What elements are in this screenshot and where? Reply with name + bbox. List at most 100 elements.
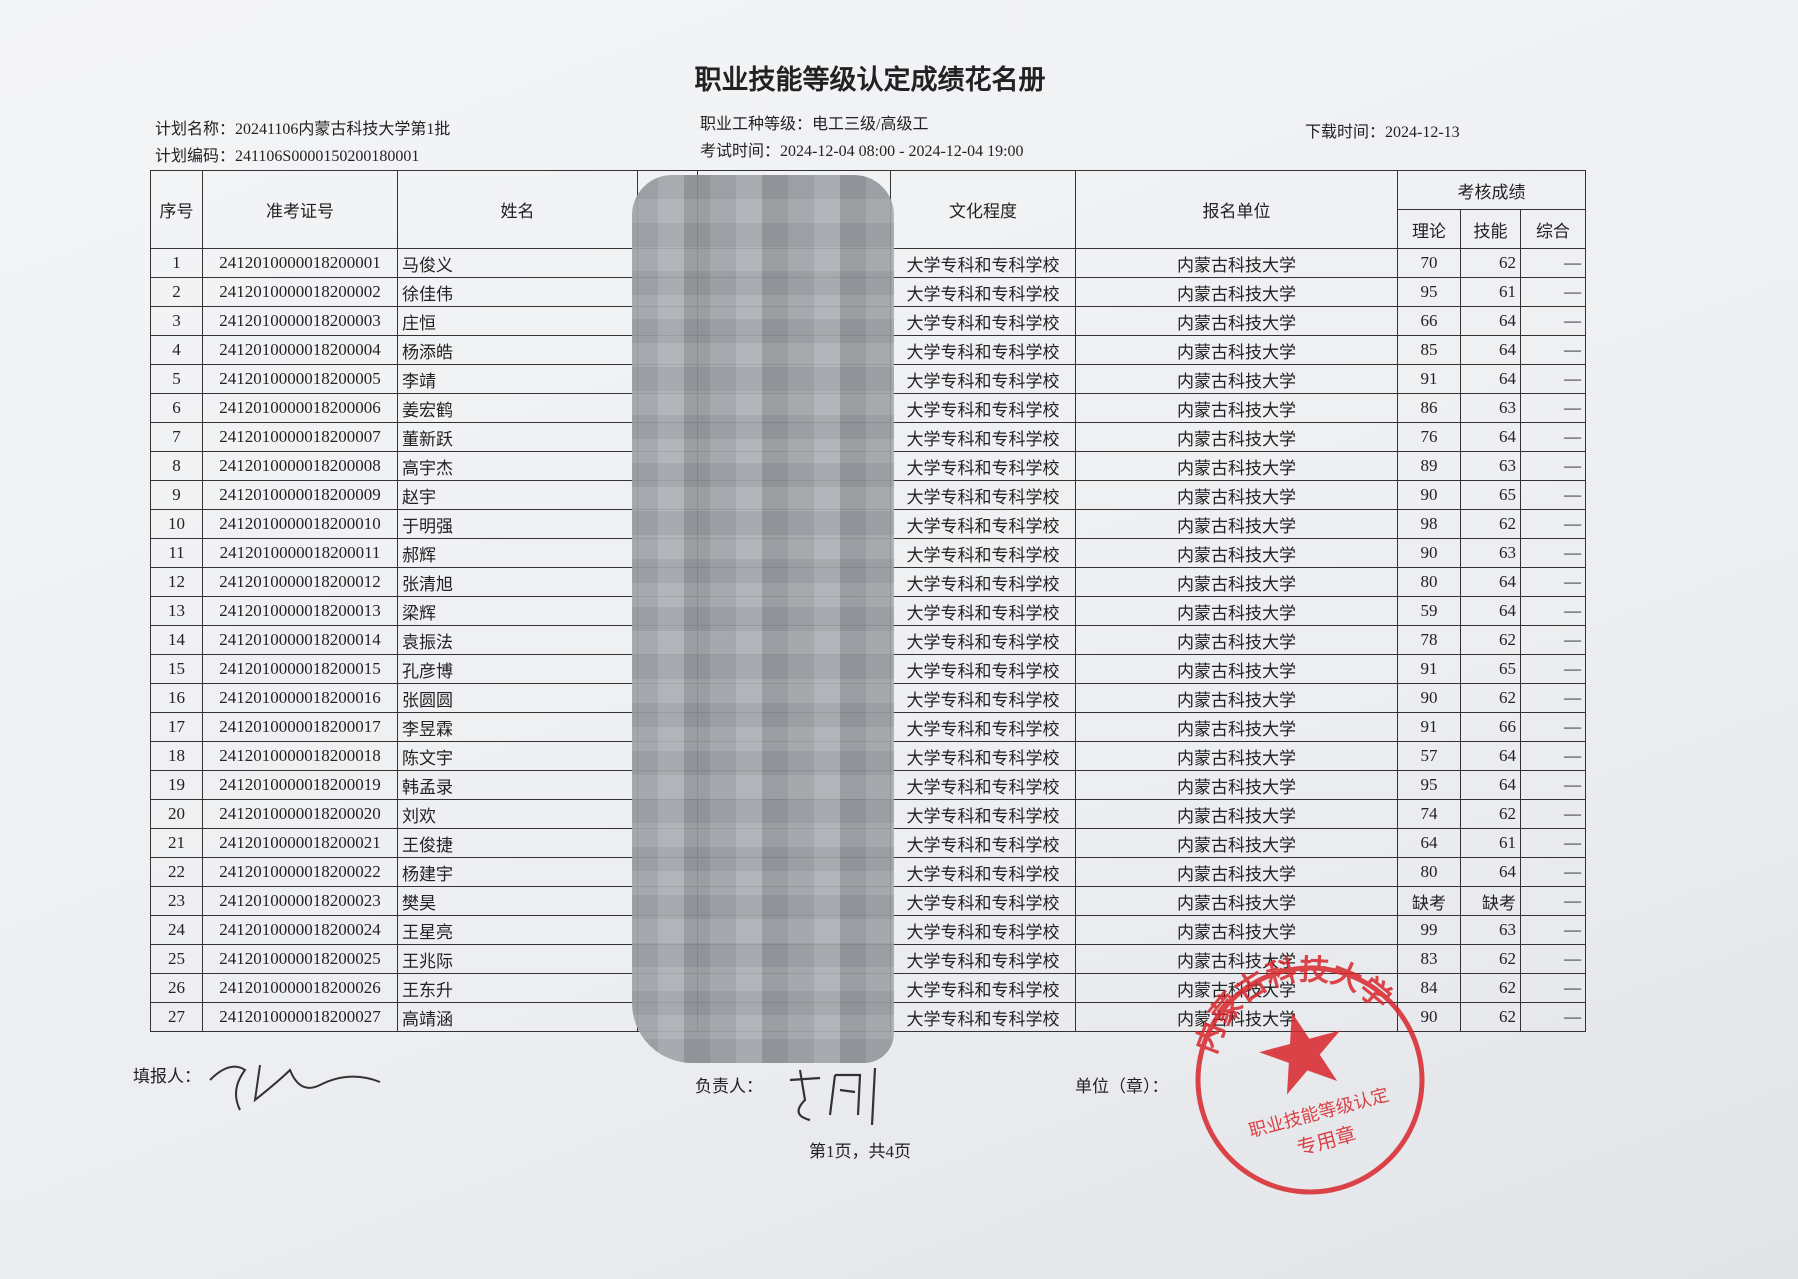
table-cell: 2412010000018200007 — [202, 422, 398, 452]
table-cell: 于明强 — [397, 509, 638, 539]
value: 20241106内蒙古科技大学第1批 — [235, 121, 451, 138]
table-cell: 27 — [150, 1002, 203, 1032]
table-cell: 内蒙古科技大学 — [1075, 248, 1398, 278]
table-cell: 62 — [1460, 683, 1521, 713]
table-cell: 1 — [150, 248, 203, 278]
table-cell: 大学专科和专科学校 — [890, 509, 1076, 539]
signature — [209, 1064, 381, 1111]
table-cell: — — [1519, 712, 1587, 742]
table-cell: 80 — [1397, 567, 1461, 597]
table-cell: 内蒙古科技大学 — [1075, 828, 1398, 858]
table-cell: 91 — [1397, 712, 1461, 742]
table-cell: 3 — [150, 306, 203, 336]
table-cell: 95 — [1397, 770, 1461, 800]
table-cell: 内蒙古科技大学 — [1075, 509, 1398, 539]
header-cell: 序号 — [150, 170, 203, 249]
table-cell: 57 — [1397, 741, 1461, 771]
table-cell: 大学专科和专科学校 — [890, 799, 1076, 829]
table-cell: 大学专科和专科学校 — [890, 741, 1076, 771]
table-cell: 62 — [1460, 625, 1521, 655]
table-cell: 高宇杰 — [397, 451, 638, 481]
table-cell: 内蒙古科技大学 — [1075, 625, 1398, 655]
table-cell: 20 — [150, 799, 203, 829]
table-cell: 内蒙古科技大学 — [1075, 567, 1398, 597]
header-cell: 考核成绩 — [1396, 170, 1587, 210]
table-cell: 89 — [1397, 451, 1461, 481]
table-cell: 2412010000018200003 — [202, 306, 398, 336]
table-cell: 2412010000018200004 — [202, 335, 398, 365]
table-cell: 2412010000018200020 — [202, 799, 398, 829]
table-cell: 杨添皓 — [397, 335, 638, 365]
label: 考试时间： — [700, 143, 781, 160]
table-cell: 大学专科和专科学校 — [890, 480, 1076, 510]
table-cell: 2412010000018200013 — [202, 596, 398, 626]
table-cell: 59 — [1397, 596, 1461, 626]
table-cell: 26 — [150, 973, 203, 1003]
table-cell: 内蒙古科技大学 — [1075, 596, 1398, 626]
table-cell: 16 — [150, 683, 203, 713]
table-cell: — — [1519, 393, 1587, 423]
table-cell: 内蒙古科技大学 — [1075, 364, 1398, 394]
table-cell: — — [1519, 335, 1587, 365]
plan-code: 计划编码：241106S0000150200180001 — [155, 142, 419, 166]
table-cell: — — [1519, 683, 1587, 713]
table-cell: 9 — [150, 480, 203, 510]
page-number: 第1页，共4页 — [809, 1142, 911, 1161]
table-cell: 2412010000018200021 — [202, 828, 398, 858]
table-cell: 2412010000018200014 — [202, 625, 398, 655]
table-cell: 2412010000018200016 — [202, 683, 398, 713]
header-cell: 综合 — [1519, 209, 1587, 249]
table-cell: — — [1519, 944, 1587, 974]
table-cell: — — [1519, 306, 1587, 336]
table-cell: 64 — [1460, 741, 1521, 771]
table-cell: 19 — [150, 770, 203, 800]
table-cell: — — [1519, 799, 1587, 829]
table-cell: 大学专科和专科学校 — [890, 277, 1076, 307]
table-cell: 大学专科和专科学校 — [890, 973, 1076, 1003]
table-cell: 2412010000018200022 — [202, 857, 398, 887]
header-cell: 理论 — [1397, 209, 1461, 249]
table-cell: 高靖涵 — [397, 1002, 638, 1032]
table-cell: 64 — [1460, 422, 1521, 452]
table-cell: 62 — [1460, 248, 1521, 278]
table-cell: 内蒙古科技大学 — [1075, 915, 1398, 945]
table-cell: 大学专科和专科学校 — [890, 857, 1076, 887]
redaction — [632, 175, 894, 1063]
table-cell: 王星亮 — [397, 915, 638, 945]
table-cell: 大学专科和专科学校 — [890, 712, 1076, 742]
table-cell: — — [1519, 364, 1587, 394]
table-cell: — — [1519, 654, 1587, 684]
table-cell: 樊昊 — [397, 886, 638, 916]
table-cell: 内蒙古科技大学 — [1075, 1002, 1398, 1032]
label: 计划名称： — [155, 121, 236, 138]
table-cell: 王兆际 — [397, 944, 638, 974]
table-cell: 梁辉 — [397, 596, 638, 626]
table-cell: — — [1519, 886, 1587, 916]
table-cell: 95 — [1397, 277, 1461, 307]
table-cell: 2 — [150, 277, 203, 307]
table-cell: 大学专科和专科学校 — [890, 828, 1076, 858]
table-row: 18 2412010000018200018 陈文宇 大学专科和专科学校 内蒙古科技大学… — [150, 741, 1587, 771]
table-cell: 65 — [1460, 654, 1521, 684]
table-cell: 62 — [1460, 1002, 1521, 1032]
table-cell: 83 — [1397, 944, 1461, 974]
table-cell: 孔彦博 — [397, 654, 638, 684]
signature — [789, 1067, 877, 1126]
header-cell: 准考证号 — [202, 170, 398, 249]
table-cell: 内蒙古科技大学 — [1075, 451, 1398, 481]
table-cell: 2412010000018200019 — [202, 770, 398, 800]
table-cell: 内蒙古科技大学 — [1075, 335, 1398, 365]
table-cell: 64 — [1460, 335, 1521, 365]
table-cell: — — [1519, 422, 1587, 452]
table-cell: 大学专科和专科学校 — [890, 422, 1076, 452]
table-cell: 62 — [1460, 944, 1521, 974]
table-cell: 66 — [1460, 712, 1521, 742]
label: 计划编码： — [155, 148, 236, 165]
unit-label: 单位（章）： — [1075, 1077, 1169, 1096]
table-cell: 大学专科和专科学校 — [890, 625, 1076, 655]
table-cell: 10 — [150, 509, 203, 539]
table-cell: — — [1519, 538, 1587, 568]
table-cell: 21 — [150, 828, 203, 858]
table-cell: 2412010000018200002 — [202, 277, 398, 307]
table-cell: 2412010000018200026 — [202, 973, 398, 1003]
